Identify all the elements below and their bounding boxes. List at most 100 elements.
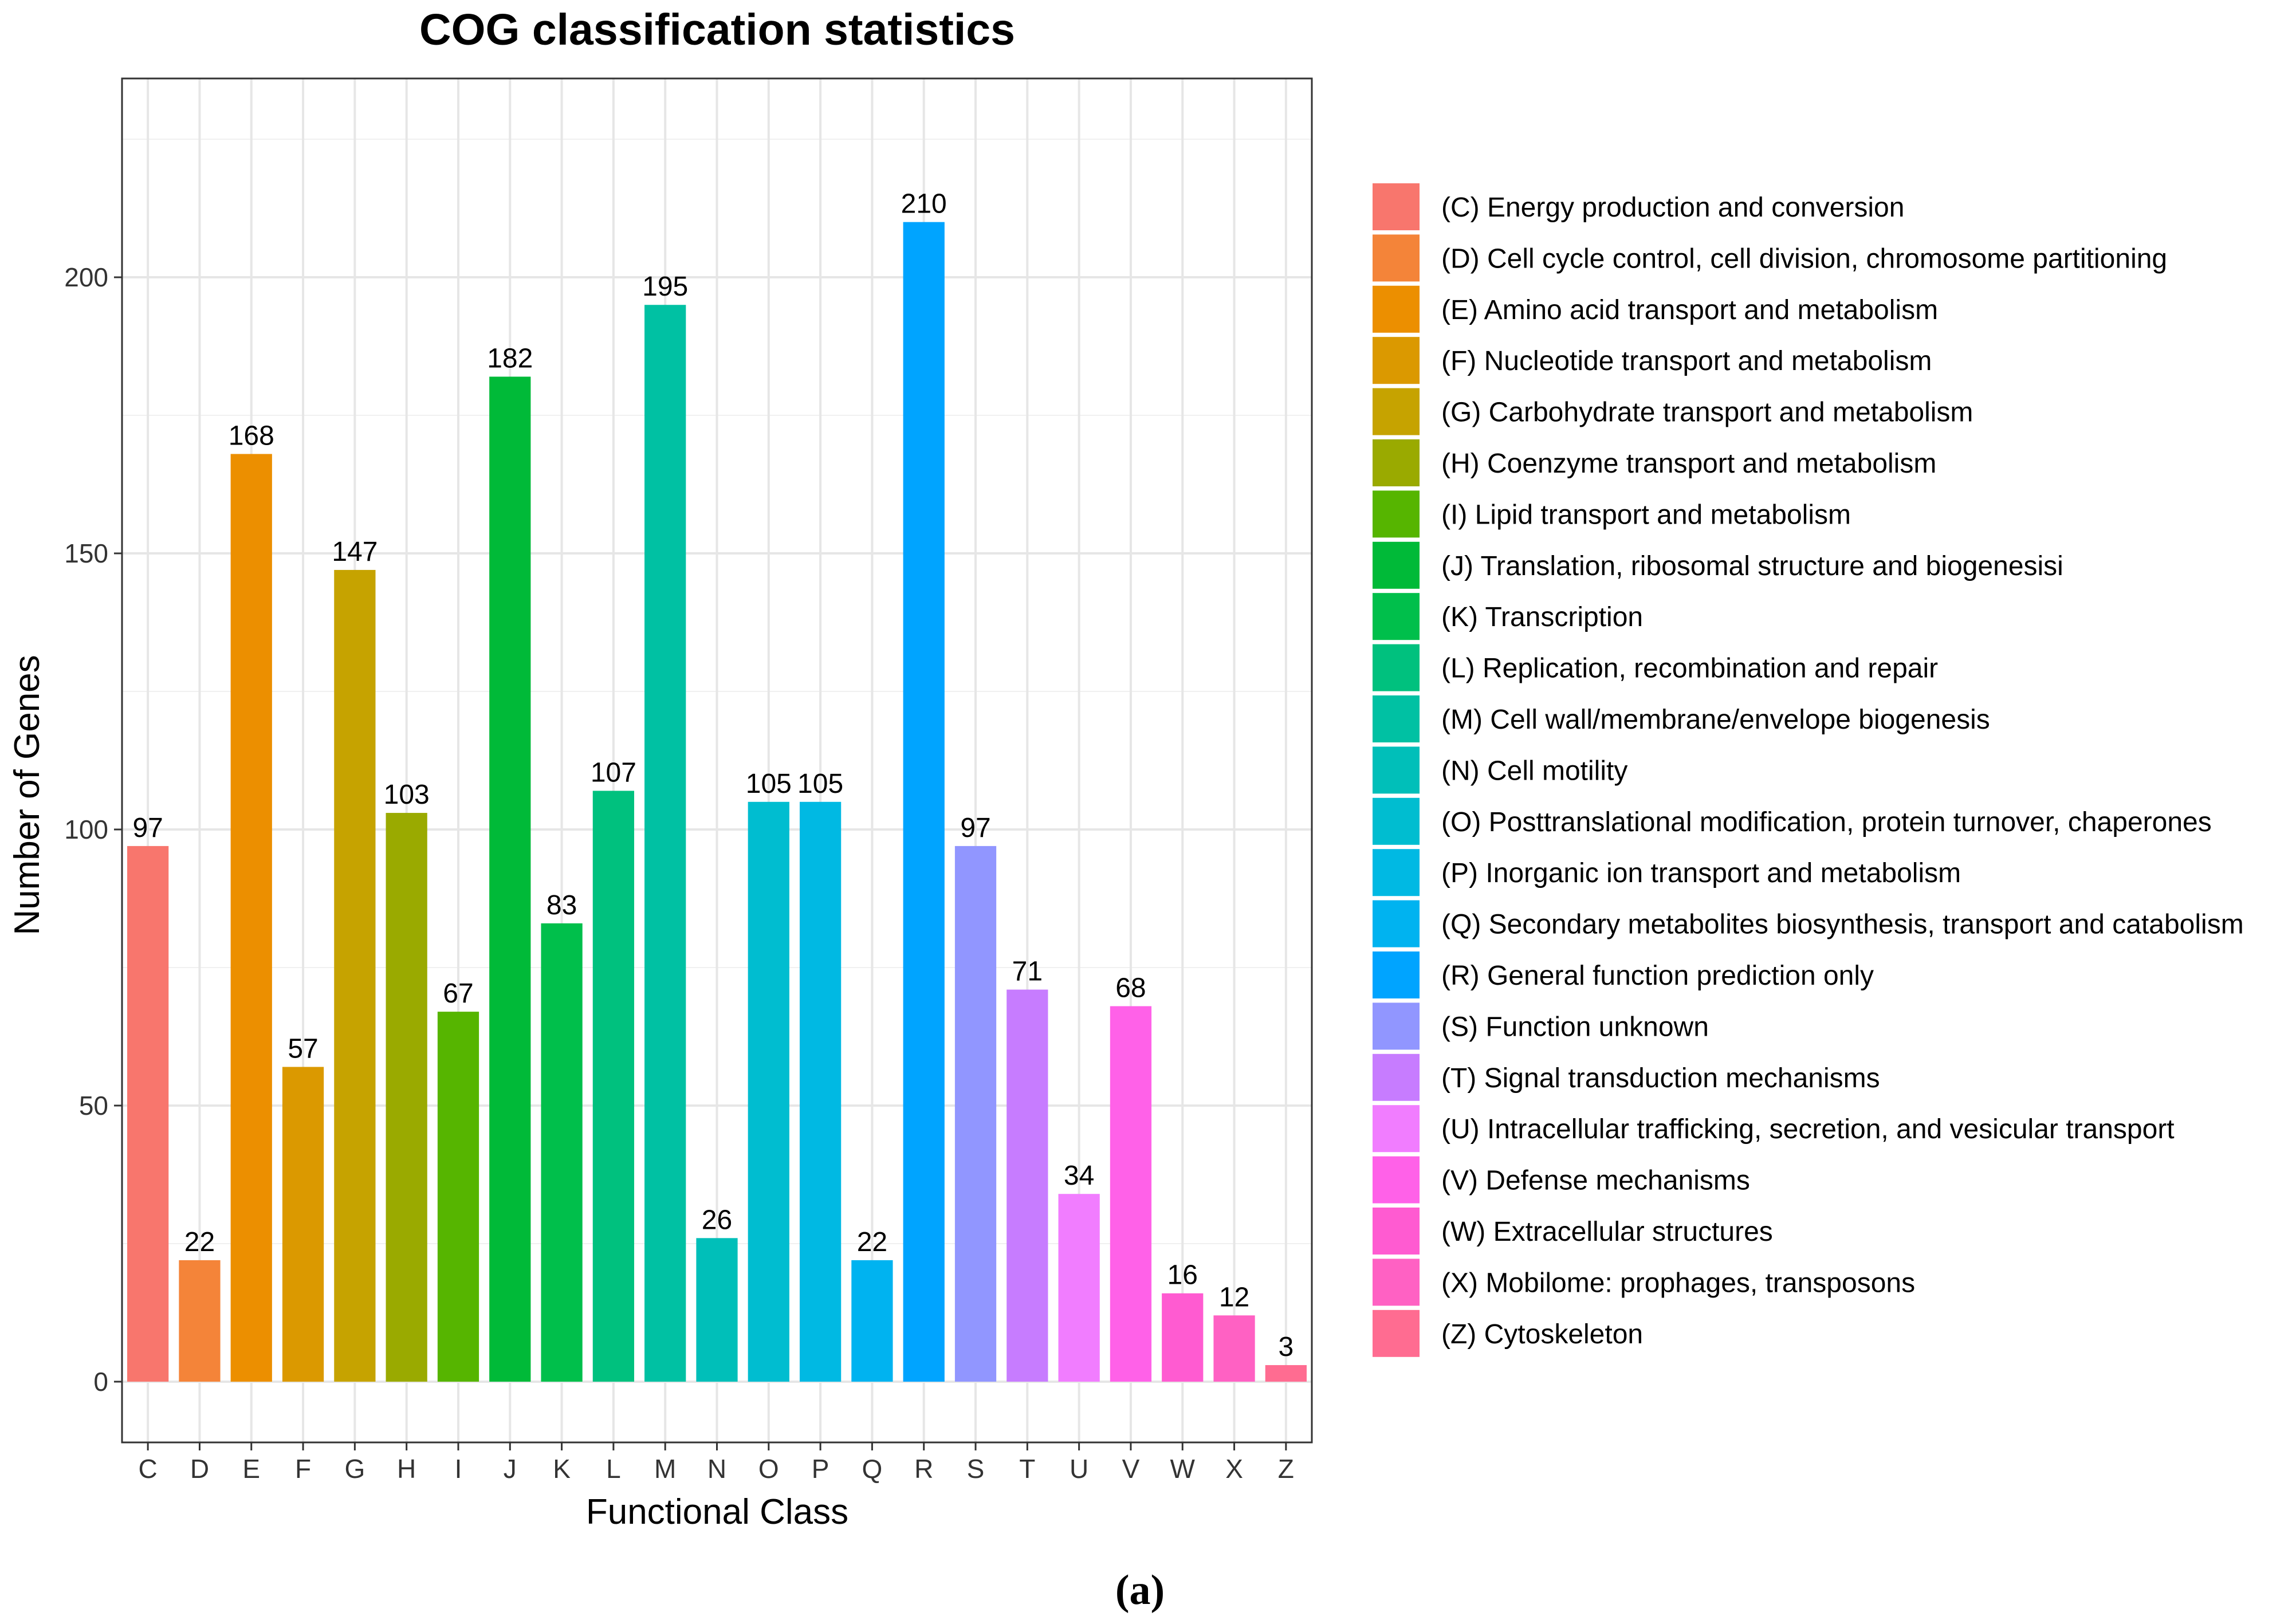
bar-X	[1213, 1315, 1255, 1382]
x-tick-label: S	[967, 1454, 985, 1484]
legend-label-O: (O) Posttranslational modification, prot…	[1441, 807, 2212, 837]
bar-L	[592, 791, 635, 1382]
data-label-P: 105	[797, 769, 843, 799]
legend-label-G: (G) Carbohydrate transport and metabolis…	[1441, 398, 1973, 428]
legend-label-F: (F) Nucleotide transport and metabolism	[1441, 346, 1932, 376]
data-label-W: 16	[1167, 1260, 1198, 1291]
legend-label-W: (W) Extracellular structures	[1441, 1217, 1773, 1247]
y-axis-title: Number of Genes	[7, 655, 47, 935]
x-tick-label: T	[1019, 1454, 1035, 1484]
bar-N	[696, 1238, 738, 1382]
legend: (C) Energy production and conversion (D) …	[1373, 183, 2244, 1357]
data-label-E: 168	[229, 420, 274, 451]
legend-key-H	[1373, 439, 1420, 486]
x-tick-label: D	[190, 1454, 209, 1484]
data-label-V: 68	[1115, 973, 1146, 1003]
data-label-R: 210	[901, 189, 947, 219]
x-axis-title: Functional Class	[586, 1492, 848, 1532]
bars	[127, 222, 1307, 1382]
y-tick-label: 150	[64, 538, 108, 568]
data-label-T: 71	[1012, 957, 1043, 987]
legend-key-U	[1373, 1105, 1420, 1153]
bar-M	[644, 305, 686, 1382]
legend-label-J: (J) Translation, ribosomal structure and…	[1441, 551, 2063, 581]
legend-key-L	[1373, 644, 1420, 691]
x-tick-label: F	[295, 1454, 311, 1484]
bar-K	[541, 923, 583, 1382]
x-tick-label: C	[139, 1454, 158, 1484]
legend-label-K: (K) Transcription	[1441, 602, 1643, 632]
y-axis: 0 50 100 150 200	[64, 262, 122, 1397]
data-label-F: 57	[288, 1034, 318, 1064]
y-tick-label: 0	[93, 1367, 108, 1397]
legend-label-N: (N) Cell motility	[1441, 756, 1627, 786]
legend-key-K	[1373, 593, 1420, 640]
legend-label-V: (V) Defense mechanisms	[1441, 1166, 1750, 1196]
legend-label-U: (U) Intracellular trafficking, secretion…	[1441, 1114, 2175, 1145]
legend-label-T: (T) Signal transduction mechanisms	[1441, 1063, 1880, 1094]
data-label-Q: 22	[857, 1227, 887, 1257]
x-tick-label: N	[707, 1454, 726, 1484]
y-tick-label: 50	[79, 1091, 108, 1120]
data-label-G: 147	[332, 537, 378, 567]
legend-key-R	[1373, 951, 1420, 998]
legend-key-P	[1373, 849, 1420, 896]
data-label-X: 12	[1219, 1282, 1249, 1312]
data-label-H: 103	[384, 780, 430, 810]
data-label-O: 105	[746, 769, 792, 799]
bar-P	[799, 801, 842, 1382]
x-tick-label: X	[1225, 1454, 1243, 1484]
legend-label-C: (C) Energy production and conversion	[1441, 192, 1904, 223]
x-tick-label: W	[1170, 1454, 1196, 1484]
x-tick-label: V	[1122, 1454, 1140, 1484]
legend-key-Z	[1373, 1310, 1420, 1357]
legend-label-Z: (Z) Cytoskeleton	[1441, 1319, 1643, 1350]
bar-T	[1007, 989, 1048, 1382]
x-tick-label: G	[344, 1454, 365, 1484]
bar-I	[437, 1012, 479, 1382]
data-label-K: 83	[547, 890, 577, 921]
bar-D	[179, 1260, 221, 1382]
legend-label-Q: (Q) Secondary metabolites biosynthesis, …	[1441, 910, 2244, 940]
legend-label-I: (I) Lipid transport and metabolism	[1441, 500, 1851, 530]
bar-U	[1058, 1194, 1100, 1382]
data-label-U: 34	[1064, 1161, 1094, 1191]
y-tick-label: 100	[64, 815, 108, 844]
data-label-M: 195	[642, 272, 688, 302]
data-labels: 97 22 168 57 147 103 67 182 83 107 195 26 105 105 22 21…	[132, 189, 1294, 1362]
bar-Q	[851, 1260, 893, 1382]
legend-label-P: (P) Inorganic ion transport and metaboli…	[1441, 858, 1961, 888]
legend-key-O	[1373, 797, 1420, 845]
legend-label-S: (S) Function unknown	[1441, 1012, 1709, 1042]
bar-Z	[1265, 1365, 1307, 1382]
legend-key-M	[1373, 695, 1420, 742]
legend-key-X	[1373, 1259, 1420, 1306]
bar-S	[954, 846, 997, 1382]
legend-key-I	[1373, 490, 1420, 538]
data-label-L: 107	[591, 758, 636, 788]
legend-key-Q	[1373, 900, 1420, 947]
legend-label-X: (X) Mobilome: prophages, transposons	[1441, 1268, 1915, 1298]
data-label-D: 22	[184, 1227, 215, 1257]
bar-R	[903, 222, 945, 1382]
x-tick-label: H	[397, 1454, 416, 1484]
y-tick-label: 200	[64, 262, 108, 292]
legend-key-T	[1373, 1053, 1420, 1101]
x-tick-label: J	[504, 1454, 517, 1484]
bar-H	[386, 813, 427, 1382]
x-tick-label: P	[812, 1454, 829, 1484]
legend-key-E	[1373, 285, 1420, 333]
data-label-Z: 3	[1278, 1332, 1294, 1362]
legend-key-V	[1373, 1156, 1420, 1204]
x-tick-label: K	[553, 1454, 571, 1484]
legend-key-C	[1373, 183, 1420, 230]
legend-key-W	[1373, 1208, 1420, 1255]
data-label-I: 67	[443, 978, 473, 1009]
legend-label-M: (M) Cell wall/membrane/envelope biogenes…	[1441, 705, 1990, 735]
legend-label-H: (H) Coenzyme transport and metabolism	[1441, 449, 1936, 479]
bar-O	[748, 801, 789, 1382]
legend-label-E: (E) Amino acid transport and metabolism	[1441, 295, 1938, 325]
x-tick-label: I	[455, 1454, 462, 1484]
